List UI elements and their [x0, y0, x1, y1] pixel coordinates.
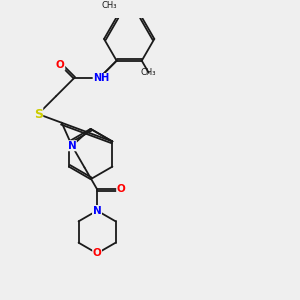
Text: N: N — [68, 141, 76, 151]
Text: N: N — [93, 206, 101, 216]
Text: O: O — [93, 248, 101, 258]
Text: O: O — [56, 60, 65, 70]
Text: O: O — [117, 184, 126, 194]
Text: S: S — [34, 107, 43, 121]
Text: CH₃: CH₃ — [141, 68, 157, 77]
Text: CH₃: CH₃ — [102, 1, 117, 10]
Text: NH: NH — [93, 74, 110, 83]
Text: N: N — [93, 206, 101, 216]
